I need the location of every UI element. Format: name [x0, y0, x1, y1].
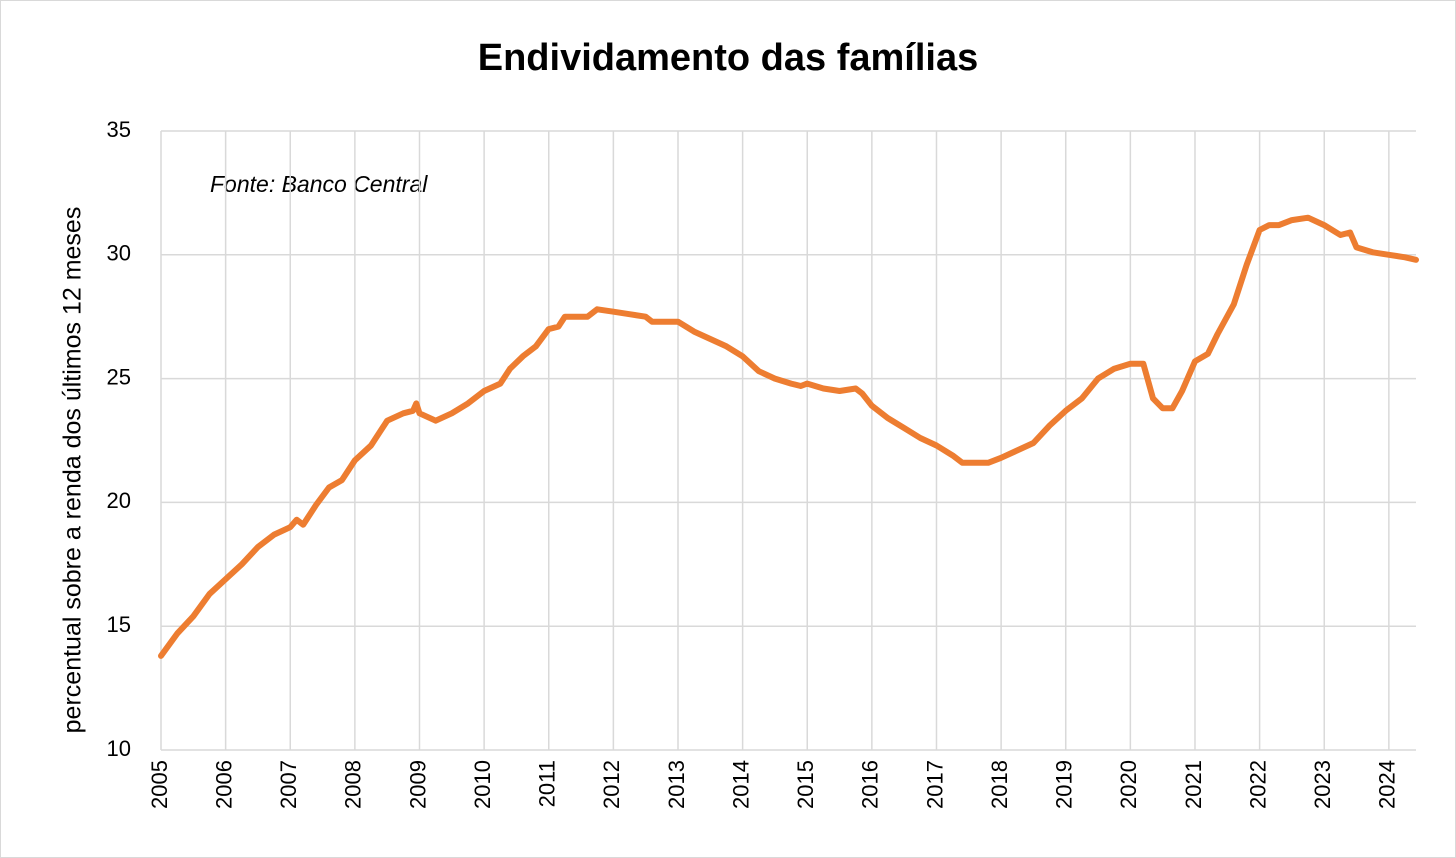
x-tick-label: 2005: [147, 760, 172, 809]
x-tick-label: 2020: [1116, 760, 1141, 809]
annotation: Fonte: Banco Central: [210, 171, 428, 197]
x-tick-label: 2007: [276, 760, 301, 809]
x-tick-label: 2006: [211, 760, 236, 809]
y-tick-label: 10: [107, 736, 131, 761]
x-tick-label: 2012: [599, 760, 624, 809]
data-line: [158, 214, 1419, 659]
x-tick-label: 2014: [728, 760, 753, 809]
y-tick-label: 30: [107, 241, 131, 266]
x-tick-label: 2024: [1375, 760, 1400, 809]
x-tick-label: 2015: [793, 760, 818, 809]
x-tick-label: 2023: [1310, 760, 1335, 809]
x-tick-label: 2017: [922, 760, 947, 809]
y-tick-label: 25: [107, 364, 131, 389]
x-tick-label: 2021: [1181, 760, 1206, 809]
x-tick-label: 2010: [470, 760, 495, 809]
y-tick-label: 35: [107, 117, 131, 142]
x-tick-label: 2016: [858, 760, 883, 809]
y-axis-label: percentual sobre a renda dos últimos 12 …: [59, 207, 87, 734]
x-tick-label: 2011: [535, 760, 560, 807]
x-tick-label: 2009: [405, 760, 430, 809]
x-tick-label: 2022: [1245, 760, 1270, 809]
x-tick-label: 2013: [664, 760, 689, 809]
y-tick-label: 20: [107, 488, 131, 513]
x-tick-label: 2008: [341, 760, 366, 809]
chart-title: Endividamento das famílias: [478, 37, 978, 79]
x-tick-label: 2018: [987, 760, 1012, 809]
y-tick-label: 15: [107, 612, 131, 637]
x-tick-label: 2019: [1052, 760, 1077, 809]
